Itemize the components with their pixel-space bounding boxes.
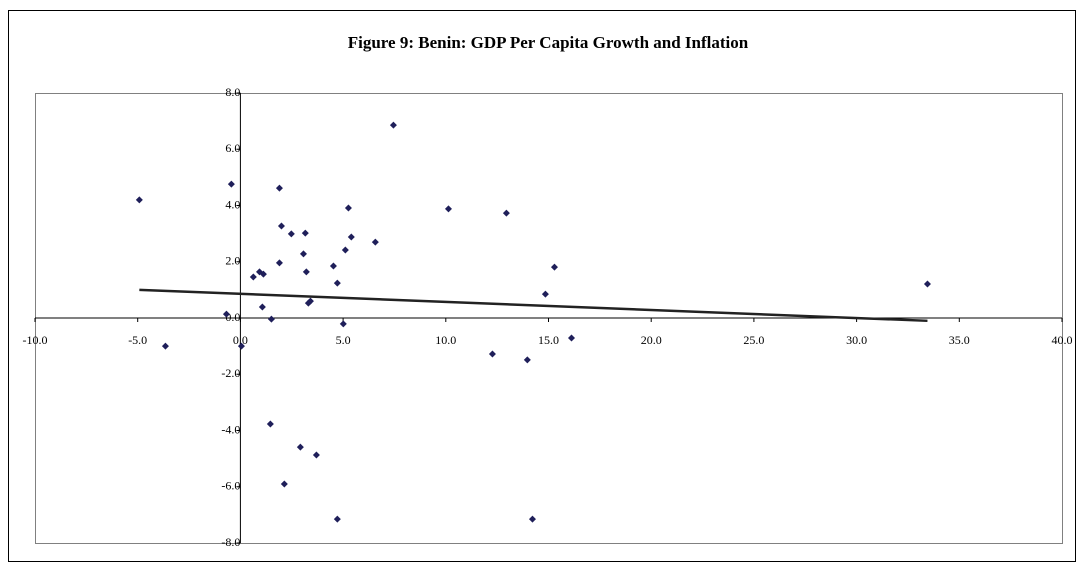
data-point bbox=[301, 229, 309, 237]
x-tick-label: 35.0 bbox=[949, 333, 970, 347]
data-point bbox=[299, 250, 307, 258]
y-tick-label: 6.0 bbox=[225, 141, 240, 155]
y-tick-label: 8.0 bbox=[225, 85, 240, 99]
data-point bbox=[333, 279, 341, 287]
x-tick-label: 5.0 bbox=[336, 333, 351, 347]
y-tick-label: -8.0 bbox=[221, 535, 240, 549]
data-point bbox=[502, 209, 510, 217]
data-point bbox=[341, 246, 349, 254]
x-tick-label: 40.0 bbox=[1052, 333, 1073, 347]
data-point bbox=[541, 290, 549, 298]
data-point bbox=[275, 184, 283, 192]
x-tick-label: -5.0 bbox=[128, 333, 147, 347]
y-tick-label: -2.0 bbox=[221, 366, 240, 380]
data-point bbox=[550, 263, 558, 271]
data-point bbox=[280, 480, 288, 488]
data-point bbox=[287, 230, 295, 238]
data-point bbox=[488, 350, 496, 358]
data-point bbox=[333, 515, 341, 523]
data-point bbox=[344, 204, 352, 212]
x-tick-label: 0.0 bbox=[233, 333, 248, 347]
data-point bbox=[249, 273, 257, 281]
y-tick-label: -4.0 bbox=[221, 422, 240, 436]
trendline bbox=[139, 288, 928, 323]
x-tick-label: 30.0 bbox=[846, 333, 867, 347]
y-tick-label: 4.0 bbox=[225, 197, 240, 211]
y-tick-label: 0.0 bbox=[225, 310, 240, 324]
data-point bbox=[296, 443, 304, 451]
x-tick-label: 20.0 bbox=[641, 333, 662, 347]
data-point bbox=[568, 334, 576, 342]
data-point bbox=[523, 356, 531, 364]
x-tick-label: -10.0 bbox=[23, 333, 48, 347]
data-point bbox=[267, 315, 275, 323]
data-point bbox=[389, 121, 397, 129]
data-point bbox=[258, 303, 266, 311]
data-point bbox=[302, 268, 310, 276]
data-point bbox=[266, 420, 274, 428]
data-point bbox=[329, 262, 337, 270]
data-point bbox=[444, 205, 452, 213]
x-tick-label: 15.0 bbox=[538, 333, 559, 347]
data-point bbox=[347, 233, 355, 241]
data-point bbox=[312, 451, 320, 459]
x-tick-label: 25.0 bbox=[743, 333, 764, 347]
chart-frame bbox=[8, 10, 1076, 562]
data-point bbox=[923, 280, 931, 288]
data-point bbox=[277, 222, 285, 230]
data-point bbox=[237, 342, 245, 350]
data-point bbox=[339, 320, 347, 328]
data-point bbox=[306, 297, 314, 305]
data-point bbox=[371, 238, 379, 246]
y-tick-label: -6.0 bbox=[221, 479, 240, 493]
y-tick-label: 2.0 bbox=[225, 254, 240, 268]
data-point bbox=[135, 196, 143, 204]
data-point bbox=[161, 342, 169, 350]
x-tick-label: 10.0 bbox=[435, 333, 456, 347]
data-point bbox=[222, 310, 230, 318]
data-point bbox=[275, 259, 283, 267]
chart-title: Figure 9: Benin: GDP Per Capita Growth a… bbox=[348, 33, 749, 52]
data-point bbox=[528, 515, 536, 523]
data-point bbox=[227, 180, 235, 188]
data-point bbox=[259, 270, 267, 278]
